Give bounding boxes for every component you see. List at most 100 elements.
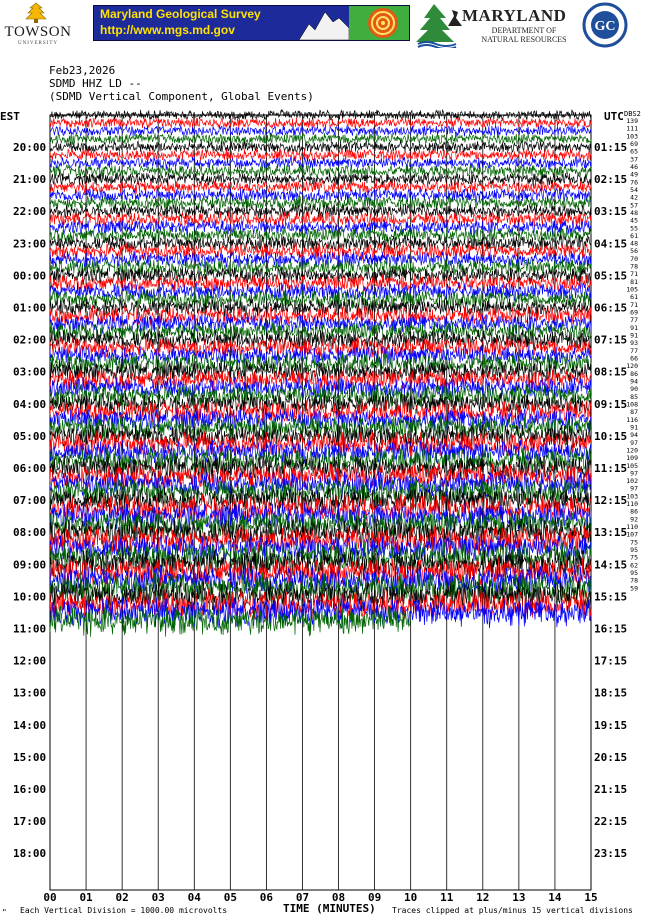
seismic-trace [49, 274, 592, 293]
row-label-utc: 07:15 [594, 334, 627, 347]
dnr-logo[interactable]: MARYLAND DEPARTMENT OF NATURAL RESOURCES [416, 2, 570, 48]
row-label-est: 17:00 [13, 815, 46, 828]
x-tick-label: 05 [224, 891, 237, 904]
seismic-trace [50, 203, 592, 219]
dnr-line1: DEPARTMENT OF [491, 26, 557, 35]
seismic-trace [49, 336, 592, 358]
dbs-value: 69 [630, 309, 638, 317]
seismic-trace [49, 234, 592, 253]
utc-zone-label: UTC [604, 110, 624, 123]
row-label-est: 02:00 [13, 334, 46, 347]
dbs-value: 65 [630, 148, 638, 156]
dbs-value: 48 [630, 240, 638, 248]
row-label-utc: 12:15 [594, 494, 627, 507]
seismic-trace [49, 131, 592, 146]
row-label-utc: 08:15 [594, 366, 627, 379]
x-tick-label: 08 [332, 891, 345, 904]
row-label-utc: 11:15 [594, 462, 627, 475]
row-label-utc: 05:15 [594, 269, 627, 282]
station-info: Feb23,2026 SDMD HHZ LD -- (SDMD Vertical… [49, 64, 314, 103]
row-label-est: 11:00 [13, 623, 46, 636]
row-label-est: 07:00 [13, 494, 46, 507]
row-label-utc: 01:15 [594, 141, 627, 154]
seismic-trace [49, 313, 592, 334]
seismic-trace [49, 588, 592, 621]
seismic-trace [49, 163, 592, 178]
towson-sub: UNIVERSITY [18, 41, 58, 46]
mgs-url: http://www.mgs.md.gov [100, 23, 235, 37]
dbs-value: 55 [630, 224, 638, 232]
goucher-college-logo[interactable]: GC [580, 2, 630, 48]
dbs-value: 37 [630, 155, 638, 163]
row-label-est: 13:00 [13, 687, 46, 700]
row-label-est: 20:00 [13, 141, 46, 154]
row-label-est: 21:00 [13, 173, 46, 186]
row-label-est: 01:00 [13, 302, 46, 315]
towson-name: TOWSON [4, 24, 72, 40]
x-tick-label: 15 [584, 891, 597, 904]
row-label-utc: 18:15 [594, 687, 627, 700]
seismic-trace [49, 392, 592, 416]
row-label-est: 18:00 [13, 847, 46, 860]
x-tick-label: 14 [548, 891, 562, 904]
x-tick-label: 12 [476, 891, 489, 904]
tree-icon [416, 4, 457, 48]
x-tick-label: 01 [79, 891, 93, 904]
seismic-trace [49, 227, 592, 244]
dbs-value: 120 [626, 362, 638, 370]
x-tick-label: 03 [152, 891, 165, 904]
dbs-value: 71 [630, 301, 638, 309]
row-label-utc: 19:15 [594, 719, 627, 732]
dbs-value: 76 [630, 178, 638, 186]
row-label-utc: 04:15 [594, 237, 627, 250]
dbs-value: 46 [630, 163, 638, 171]
dbs-value: 42 [630, 194, 638, 202]
row-label-est: 16:00 [13, 783, 46, 796]
row-label-est: 22:00 [13, 205, 46, 218]
seismic-trace [49, 478, 592, 506]
dbs-value: 111 [626, 125, 638, 133]
seismic-trace [49, 251, 592, 269]
heron-icon [448, 10, 462, 26]
seismic-trace [49, 439, 592, 466]
row-label-utc: 14:15 [594, 558, 627, 571]
x-tick-label: 06 [260, 891, 274, 904]
seismic-trace [49, 281, 592, 301]
seismic-trace [49, 258, 592, 277]
row-label-utc: 17:15 [594, 655, 627, 668]
dbs-value: 86 [630, 370, 638, 378]
seismic-trace [49, 376, 592, 400]
x-tick-label: 07 [296, 891, 309, 904]
towson-logo[interactable]: TOWSON UNIVERSITY [4, 2, 72, 48]
row-label-est: 12:00 [13, 655, 46, 668]
row-label-utc: 09:15 [594, 398, 627, 411]
row-label-est: 08:00 [13, 526, 46, 539]
seismic-trace [49, 117, 592, 129]
x-axis-title: TIME (MINUTES) [283, 902, 376, 915]
dbs-value: 48 [630, 209, 638, 217]
gc-seal-label: GC [595, 19, 616, 34]
seismic-trace [49, 581, 592, 613]
row-label-utc: 15:15 [594, 590, 627, 603]
seismic-trace [49, 360, 592, 384]
station-code: SDMD HHZ LD -- [49, 77, 142, 90]
mgs-banner-link[interactable]: Maryland Geological Survey http://www.mg… [93, 5, 410, 41]
dbs-value: 105 [626, 462, 638, 470]
seismic-trace [49, 604, 411, 637]
dbs-value: 94 [630, 431, 638, 439]
dbs-value: 78 [630, 263, 638, 271]
dbs-value: 107 [626, 531, 638, 539]
row-label-est: 09:00 [13, 558, 46, 571]
x-tick-label: 00 [43, 891, 56, 904]
dbs-value: 92 [630, 515, 638, 523]
dbs-value: 59 [630, 584, 638, 592]
seismic-trace [49, 266, 592, 285]
seismic-trace [49, 541, 592, 572]
dbs-value: 77 [630, 347, 638, 355]
row-label-est: 05:00 [13, 430, 46, 443]
dbs-value: 91 [630, 424, 638, 432]
row-label-est: 04:00 [13, 398, 46, 411]
scale-note: Each Vertical Division = 1000.00 microvo… [20, 906, 228, 915]
row-label-utc: 13:15 [594, 526, 627, 539]
